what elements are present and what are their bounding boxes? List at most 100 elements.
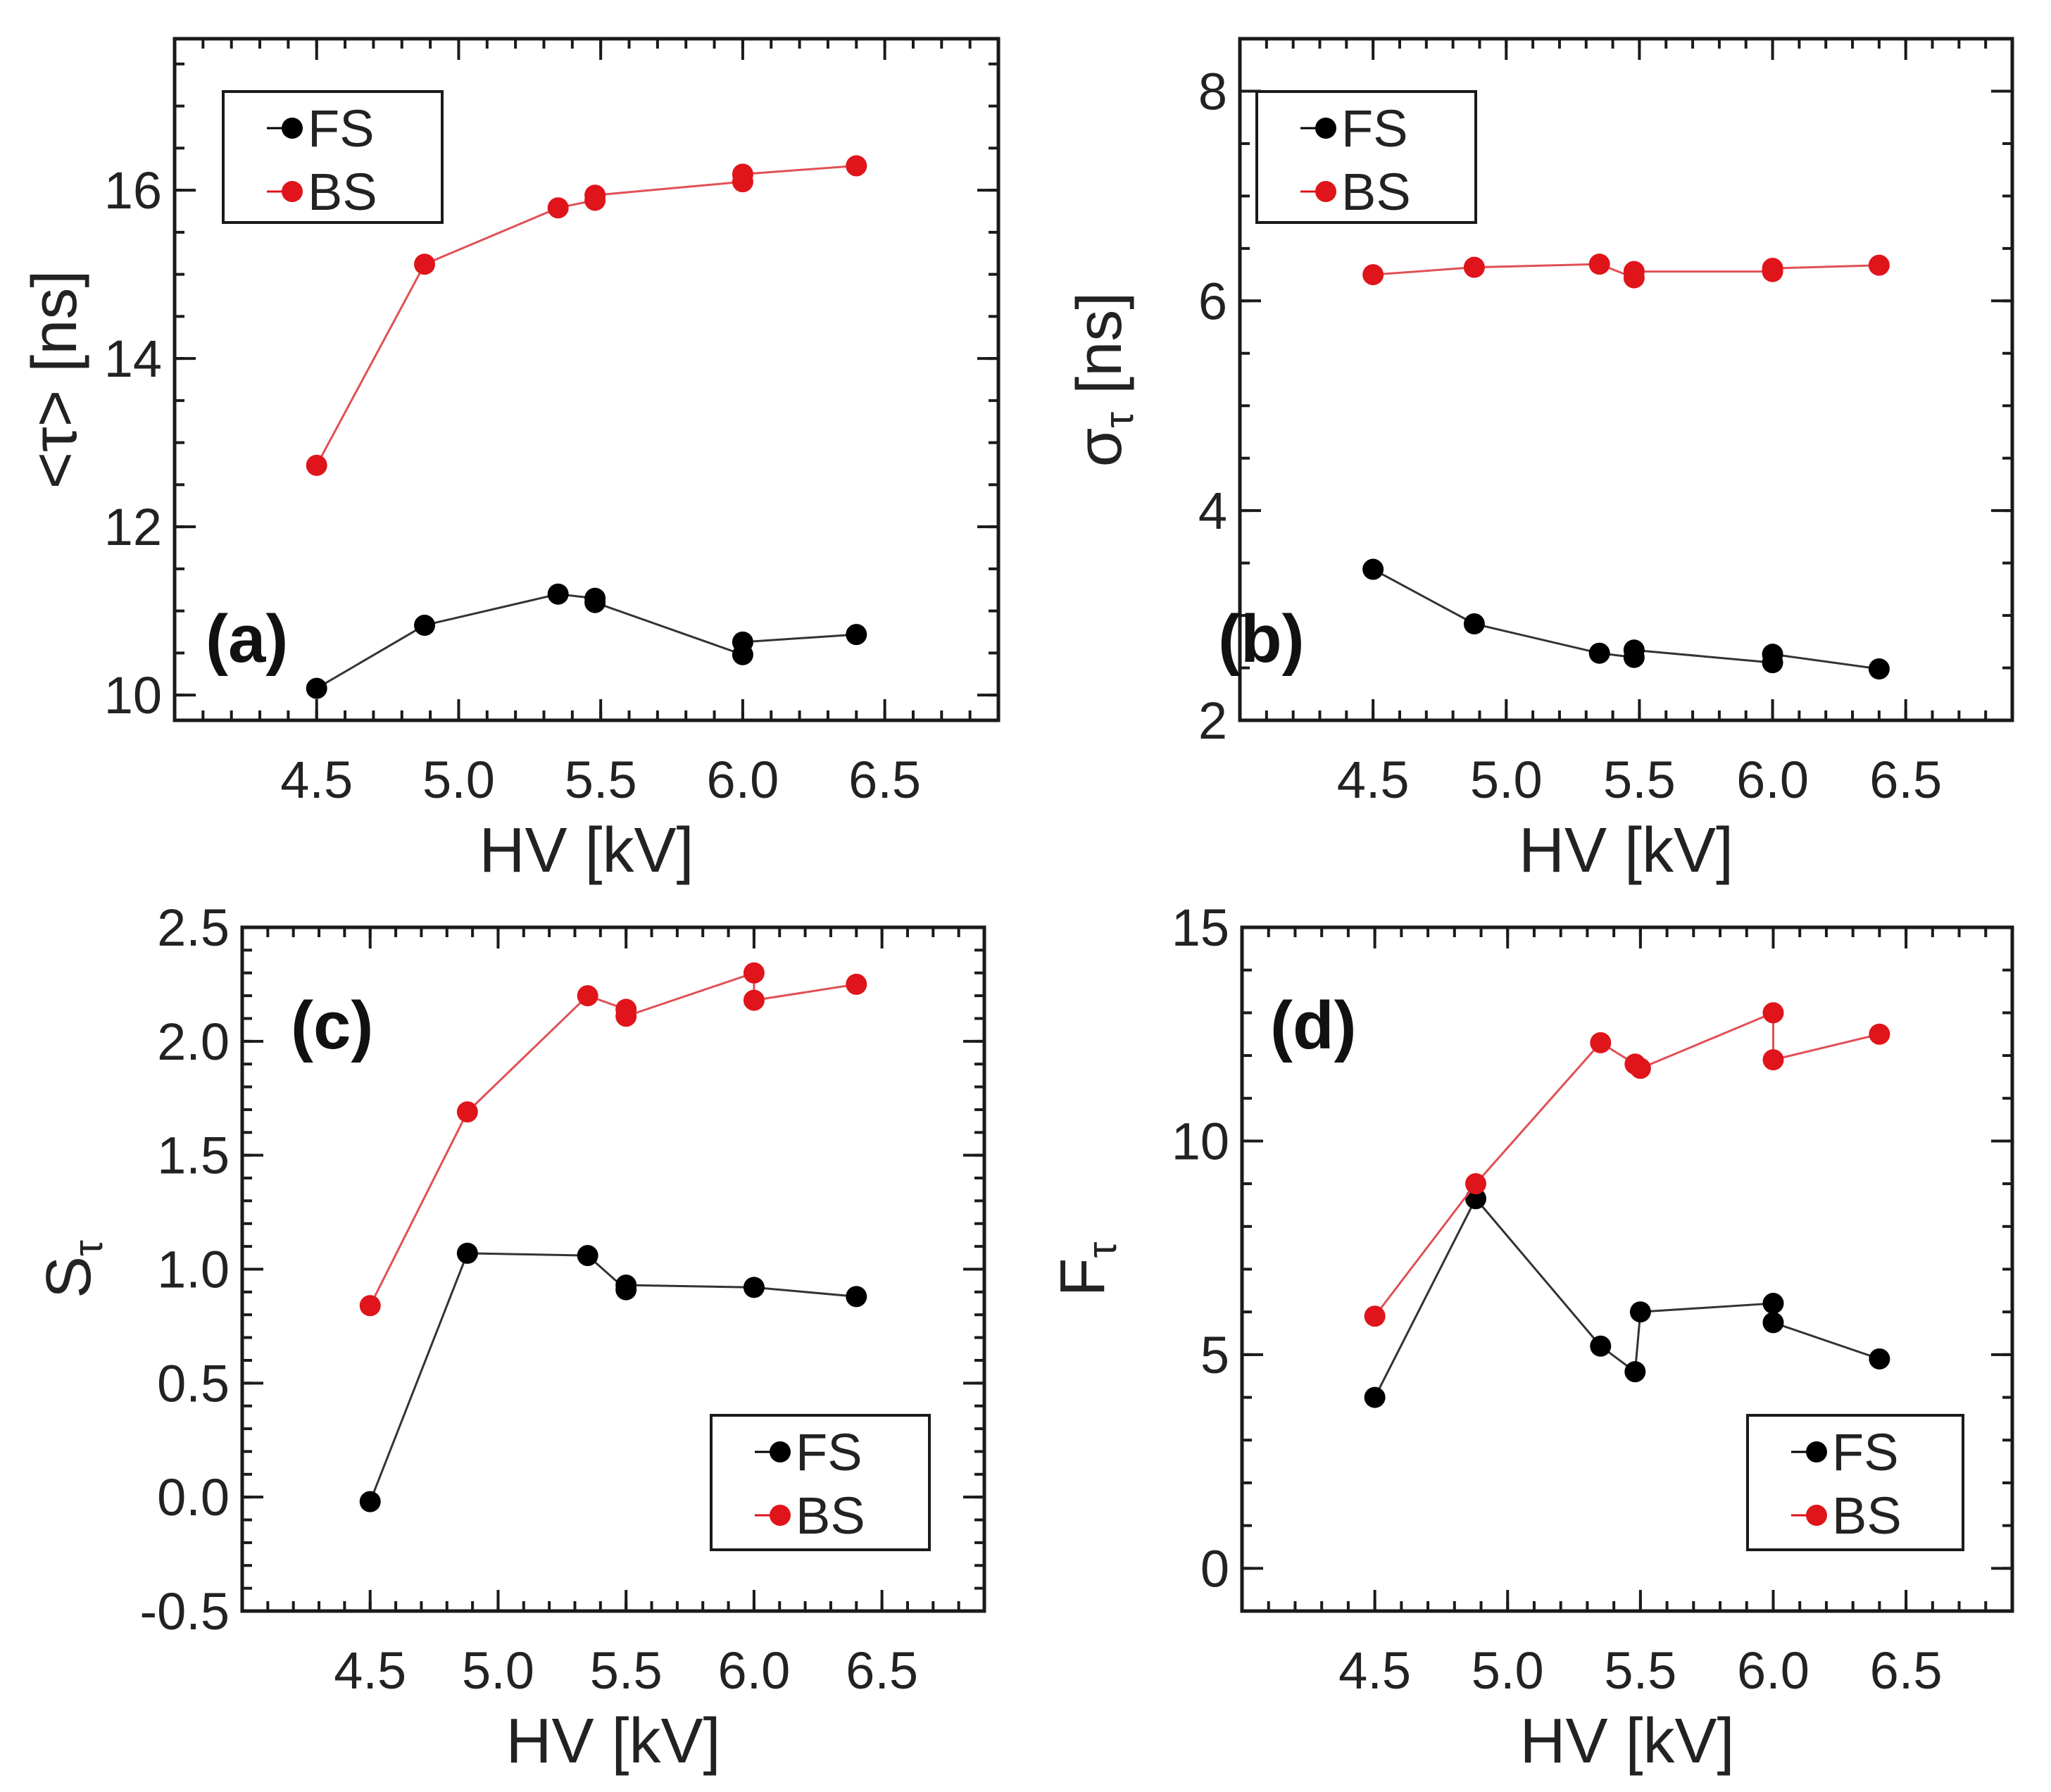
y-tick-label: 5 (1200, 1326, 1229, 1384)
legend-marker-FS (1315, 118, 1336, 139)
data-point-BS (1869, 1023, 1890, 1045)
data-point-FS (1623, 639, 1645, 661)
data-point-FS (306, 677, 327, 699)
legend-label-FS: FS (1832, 1423, 1899, 1481)
x-tick-label: 6.5 (1870, 1641, 1943, 1700)
data-point-BS (846, 155, 867, 177)
data-point-BS (547, 197, 569, 219)
legend-label-FS: FS (308, 99, 375, 158)
legend-label-BS: BS (308, 163, 377, 221)
data-point-BS (1588, 253, 1610, 275)
y-tick-label: -0.5 (139, 1582, 230, 1641)
data-point-BS (584, 184, 606, 206)
y-axis-title: Sτ (34, 1240, 111, 1298)
data-point-FS (846, 624, 867, 646)
y-axis-title: <τ> [ns] (20, 270, 90, 489)
data-point-BS (414, 253, 436, 275)
data-point-BS (1463, 256, 1485, 278)
y-axis-title-subscript: τ (1079, 1241, 1125, 1258)
data-point-BS (1868, 254, 1890, 276)
data-point-BS (1762, 258, 1783, 280)
y-tick-label: 10 (1172, 1112, 1229, 1170)
x-tick-label: 5.0 (1470, 751, 1543, 809)
data-point-FS (1590, 1335, 1612, 1357)
data-point-BS (1762, 1049, 1784, 1071)
x-tick-label: 4.5 (1338, 1641, 1411, 1700)
y-tick-label: 1.5 (157, 1127, 230, 1185)
legend-marker-BS (1315, 181, 1336, 202)
y-tick-label: 14 (104, 330, 162, 388)
x-tick-label: 4.5 (1337, 751, 1410, 809)
data-point-FS (359, 1491, 381, 1512)
y-tick-label: 2.5 (157, 898, 230, 957)
data-point-FS (577, 1245, 598, 1267)
legend-label-FS: FS (796, 1423, 863, 1481)
x-tick-label: 6.0 (717, 1641, 790, 1700)
data-point-BS (732, 163, 753, 185)
y-tick-label: 10 (104, 666, 162, 725)
y-axis-title-main: F (1048, 1258, 1118, 1296)
x-axis-title: HV [kV] (1519, 1706, 1734, 1777)
y-axis-title-suffix: [ns] (1065, 292, 1135, 412)
y-axis-title-subscript: τ (65, 1240, 111, 1256)
x-tick-label: 6.5 (848, 751, 921, 809)
x-tick-label: 6.0 (1736, 751, 1809, 809)
x-tick-label: 5.0 (462, 1641, 534, 1700)
x-tick-label: 4.5 (334, 1641, 406, 1700)
y-tick-label: 16 (104, 161, 162, 220)
legend-marker-BS (1806, 1505, 1827, 1526)
y-tick-label: 1.0 (157, 1241, 230, 1299)
data-point-FS (456, 1242, 478, 1264)
data-point-BS (456, 1101, 478, 1123)
data-point-FS (547, 583, 569, 605)
data-point-BS (1629, 1058, 1651, 1079)
y-axis-title: Fτ (1048, 1241, 1125, 1296)
legend-box (710, 1414, 931, 1551)
legend-label-FS: FS (1341, 99, 1408, 158)
legend-label-BS: BS (796, 1486, 865, 1545)
y-axis-title-main: σ (1065, 428, 1135, 468)
x-tick-label: 5.0 (1472, 1641, 1544, 1700)
data-point-BS (306, 454, 327, 476)
data-point-FS (1588, 642, 1610, 664)
y-axis-title-subscript: τ (1096, 412, 1142, 428)
y-tick-label: 8 (1198, 62, 1227, 120)
y-axis-title: στ [ns] (1065, 292, 1142, 468)
data-point-FS (732, 631, 753, 653)
legend-label-BS: BS (1832, 1486, 1902, 1545)
data-point-FS (1762, 1293, 1784, 1315)
panel-label: (d) (1270, 988, 1357, 1063)
data-point-FS (1624, 1361, 1646, 1383)
y-tick-label: 0.0 (157, 1468, 230, 1527)
panel-label: (c) (291, 988, 373, 1063)
y-tick-label: 2 (1198, 691, 1227, 750)
y-tick-label: 2.0 (157, 1013, 230, 1071)
data-point-BS (615, 1005, 637, 1027)
y-axis-title-main: <τ> [ns] (20, 270, 90, 489)
data-point-FS (584, 591, 606, 613)
data-point-FS (743, 1277, 765, 1298)
data-point-FS (1464, 1188, 1486, 1210)
data-point-BS (846, 973, 867, 995)
x-tick-label: 6.5 (1869, 751, 1942, 809)
data-point-FS (1463, 613, 1485, 634)
data-point-FS (1762, 644, 1783, 665)
data-point-FS (1362, 558, 1384, 580)
x-axis-title: HV [kV] (479, 815, 694, 886)
data-point-BS (577, 985, 598, 1007)
x-tick-label: 5.5 (1603, 751, 1676, 809)
legend-marker-FS (1806, 1441, 1827, 1462)
chart-panel-c: 4.5 5.0 5.5 6.0 6.5 -0.5 0.0 0.5 1.0 1.5 2.0 2.5 HV … (34, 898, 986, 1777)
x-tick-label: 5.5 (1604, 1641, 1676, 1700)
data-point-BS (743, 962, 765, 984)
data-point-BS (1364, 1305, 1386, 1327)
legend-box (222, 90, 444, 224)
panel-label: (b) (1218, 601, 1305, 677)
y-tick-label: 0 (1200, 1539, 1229, 1598)
legend-marker-BS (770, 1505, 791, 1526)
